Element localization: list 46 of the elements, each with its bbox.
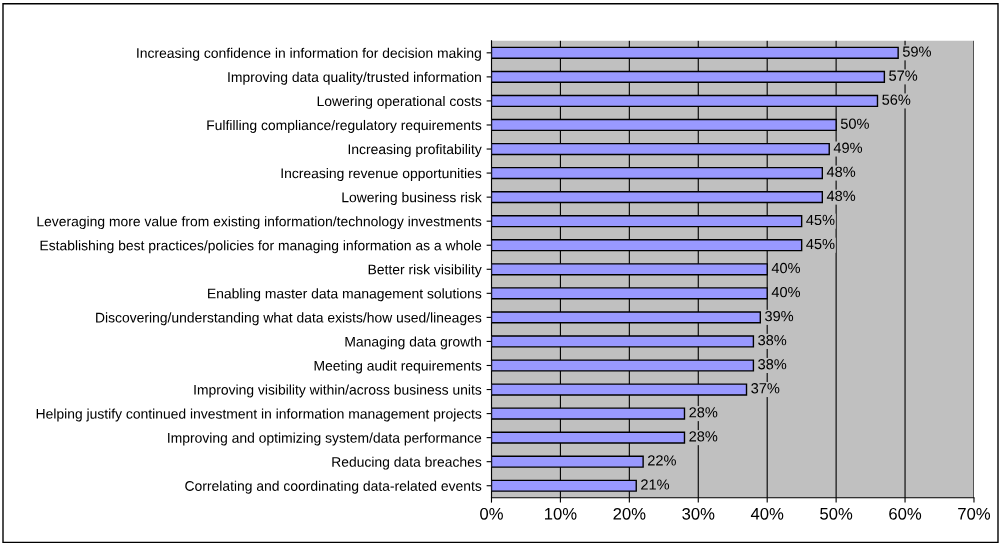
data-label: 57%	[889, 70, 918, 81]
data-label: 45%	[806, 214, 835, 226]
y-tick-label: Better risk visibility	[368, 264, 482, 278]
data-label: 28%	[689, 431, 718, 442]
x-tick-label: 50%	[820, 507, 853, 520]
y-tick-label: Establishing best practices/policies for managing information as a whole	[40, 240, 482, 254]
data-label: 40%	[771, 286, 801, 298]
data-label: 40%	[771, 262, 801, 274]
data-label: 50%	[840, 118, 869, 129]
data-label: 28%	[689, 407, 718, 418]
data-label: 59%	[902, 46, 931, 57]
y-tick-label: Improving and optimizing system/data performance	[168, 432, 482, 446]
data-label: 56%	[882, 94, 911, 105]
y-tick-label: Meeting audit requirements	[314, 360, 482, 374]
y-tick-label: Increasing confidence in information for decision making	[137, 47, 481, 61]
x-tick-label: 70%	[958, 507, 991, 520]
y-tick-label: Increasing profitability	[348, 143, 482, 157]
y-tick-label: Leveraging more value from existing information/technology investments	[37, 216, 482, 230]
y-tick-label: Correlating and coordinating data-related events	[185, 480, 482, 494]
x-tick-label: 40%	[750, 507, 784, 520]
data-label: 49%	[833, 142, 863, 153]
y-tick-label: Improving data quality/trusted information	[228, 71, 481, 85]
data-label: 48%	[826, 166, 856, 177]
y-tick-label: Reducing data breaches	[332, 456, 482, 470]
x-tick-label: 0%	[480, 507, 503, 520]
y-tick-label: Lowering business risk	[342, 192, 482, 206]
x-tick-label: 10%	[545, 507, 577, 520]
y-tick-label: Improving visibility within/across business units	[194, 384, 482, 398]
data-label: 38%	[758, 335, 787, 346]
x-tick-label: 30%	[682, 507, 715, 520]
y-tick-label: Increasing revenue opportunities	[281, 168, 482, 181]
x-tick-label: 20%	[613, 507, 646, 520]
y-tick-label: Fulfilling compliance/regulatory requirements	[207, 119, 482, 133]
data-label: 48%	[826, 190, 856, 202]
y-tick-label: Enabling master data management solutions	[208, 288, 482, 302]
data-label: 22%	[648, 455, 676, 466]
y-tick-label: Lowering operational costs	[317, 95, 482, 109]
data-label: 37%	[751, 383, 780, 394]
data-label: 38%	[758, 359, 787, 370]
x-tick-label: 60%	[889, 507, 922, 520]
data-label: 39%	[765, 310, 794, 322]
y-tick-label: Helping justify continued investment in information management projects	[36, 408, 482, 422]
y-tick-label: Managing data growth	[345, 336, 481, 350]
data-label: 45%	[806, 238, 835, 250]
y-tick-label: Discovering/understanding what data exists/how used/lineages	[96, 312, 482, 326]
data-label: 21%	[641, 479, 670, 490]
